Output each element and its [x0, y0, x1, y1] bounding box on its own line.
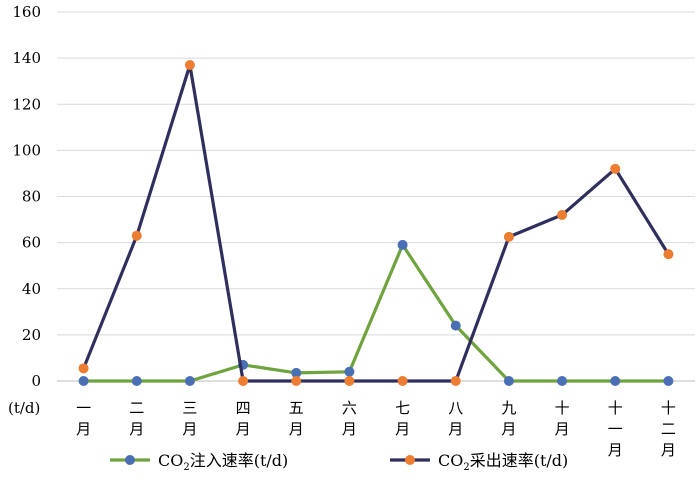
x-tick-label-7: 七月: [395, 399, 410, 438]
y-tick-label-100: 100: [12, 141, 41, 159]
y-tick-label-0: 0: [31, 372, 41, 390]
x-tick-label-6: 六月: [342, 399, 357, 438]
legend: CO2注入速率(t/d) CO2采出速率(t/d): [110, 451, 568, 473]
legend-2-marker: [405, 455, 415, 465]
y-tick-label-60: 60: [22, 234, 41, 252]
series-2-point-4: [238, 376, 249, 386]
series-2-point-5: [291, 376, 302, 386]
y-axis-ticks: 0 20 40 60 80 100 120 140 160: [12, 3, 41, 390]
series-2-point-2: [131, 230, 142, 241]
series-1-point-2: [131, 376, 142, 386]
x-tick-label-8: 八月: [448, 399, 463, 438]
x-tick-label-12: 十二月: [661, 399, 676, 459]
series-2-point-11: [610, 163, 621, 174]
y-tick-label-120: 120: [12, 95, 41, 113]
legend-2-label: CO2采出速率(t/d): [438, 451, 568, 473]
y-tick-label-160: 160: [12, 3, 41, 21]
y-axis-unit-label: (t/d): [8, 399, 40, 417]
x-tick-label-5: 五月: [289, 399, 304, 438]
series-2-point-12: [663, 249, 674, 260]
series-1-point-3: [184, 376, 195, 386]
series-1-point-9: [503, 376, 514, 386]
series-layer: [78, 60, 674, 386]
series-1-point-11: [610, 376, 621, 386]
x-tick-label-1: 一月: [76, 399, 91, 438]
x-tick-label-11: 十一月: [608, 399, 623, 459]
legend-1-marker: [125, 455, 135, 465]
series-1-point-10: [557, 376, 568, 386]
series-1-point-5: [291, 367, 302, 378]
x-tick-label-3: 三月: [182, 399, 197, 438]
x-tick-label-2: 二月: [129, 399, 144, 438]
y-tick-label-140: 140: [12, 49, 41, 67]
series-2-point-9: [503, 231, 514, 242]
x-tick-label-10: 十月: [555, 399, 570, 438]
series-2-point-6: [344, 376, 355, 386]
series-2-point-7: [397, 376, 408, 386]
series-1-point-8: [450, 320, 461, 331]
series-2-point-3: [184, 60, 195, 71]
y-tick-label-40: 40: [22, 280, 41, 298]
y-tick-label-80: 80: [22, 188, 41, 206]
series-1-point-12: [663, 376, 674, 386]
series-1-point-6: [344, 366, 355, 377]
series-1-point-1: [78, 376, 89, 386]
series-2-line: [82, 63, 670, 383]
series-2-point-10: [557, 209, 568, 220]
series-1-point-7: [397, 239, 408, 250]
x-tick-label-4: 四月: [236, 399, 251, 438]
x-tick-label-9: 九月: [501, 399, 516, 438]
y-tick-label-20: 20: [22, 326, 41, 344]
series-2-point-8: [450, 376, 461, 386]
series-2-point-1: [78, 363, 89, 374]
gridlines: [57, 11, 695, 382]
legend-1-label: CO2注入速率(t/d): [158, 451, 288, 473]
series-1-line: [83, 243, 669, 383]
